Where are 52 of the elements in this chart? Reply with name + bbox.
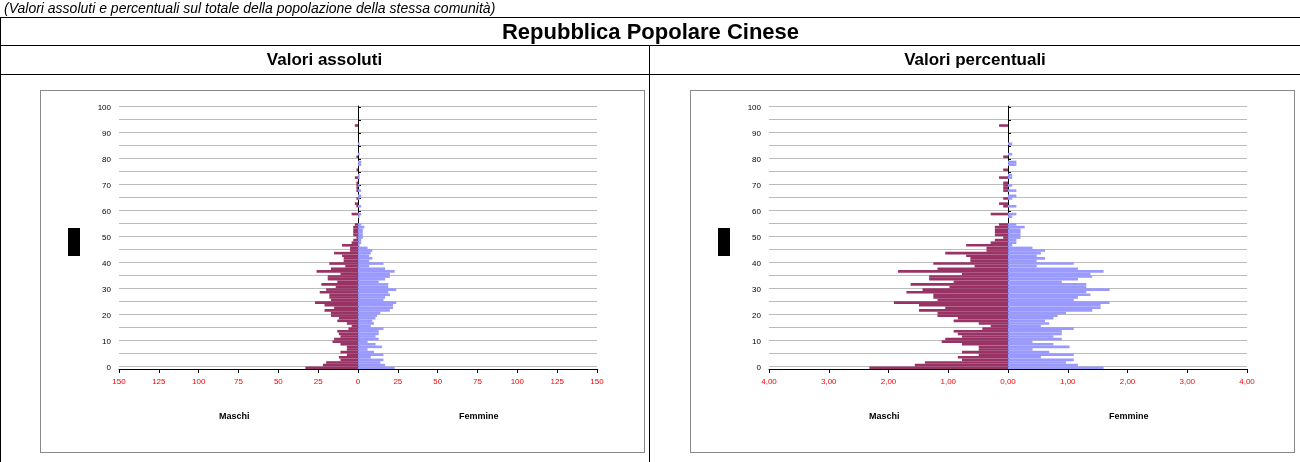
y-tick-label: 60 [102,206,112,216]
y-tick-label: 50 [102,233,112,242]
x-tick-label: 100 [510,376,525,386]
y-tick-label: 0 [756,363,762,373]
text: Maschi [219,410,250,421]
y-tick-label: 30 [102,285,112,295]
text: Maschi [869,410,900,421]
chart-title: Valori percentuali [650,46,1300,75]
y-tick-label: 80 [102,154,112,164]
x-tick-label: 50 [433,376,443,386]
x-tick-label: 125 [550,376,565,386]
y-tick-label: 30 [752,285,762,295]
y-tick-label: 40 [102,259,112,269]
y-tick-label: 70 [102,180,112,190]
y-tick-label: 70 [752,180,762,190]
chart-title: Valori assoluti [0,46,649,75]
y-tick-label: 10 [752,337,762,347]
text: (Valori assoluti e percentuali sul totale della popolazione della stessa comunità) [4,0,496,16]
x-tick-label: 75 [234,376,244,386]
y-tick-label: 80 [752,154,762,164]
y-tick-label: 60 [752,206,762,216]
y-tick-label: 50 [752,233,762,242]
x-tick-label: 25 [313,376,324,386]
y-tick-label: 20 [102,311,112,321]
y-tick-label: 90 [102,128,112,138]
y-tick-label: 100 [97,102,112,112]
x-tick-label: 100 [191,376,206,386]
x-tick-label: 2,00 [880,376,897,386]
x-tick-label: 25 [393,376,403,386]
x-tick-label: 4,00 [1239,376,1256,386]
y-tick-label: 100 [747,102,762,112]
x-tick-label: 125 [152,376,167,386]
x-tick-label: 0 [355,376,361,386]
x-tick-label: 1,00 [1059,376,1077,386]
y-tick-label: 40 [752,259,762,269]
y-tick-label: 10 [102,337,112,347]
x-tick-label: 4,00 [761,376,778,386]
x-tick-label: 3,00 [820,376,838,386]
x-tick-label: 75 [473,376,483,386]
x-tick-label: 1,00 [940,376,957,386]
y-tick-label: 20 [752,311,762,321]
x-tick-label: 150 [590,376,605,386]
text: Femmine [459,410,499,421]
text: Repubblica Popolare Cinese [0,17,1300,46]
x-tick-label: 150 [112,376,127,386]
x-tick-label: 0,00 [1000,376,1017,386]
x-tick-label: 2,00 [1119,376,1136,386]
x-tick-label: 50 [273,376,284,386]
x-tick-label: 3,00 [1179,376,1196,386]
y-tick-label: 90 [752,128,762,138]
y-tick-label: 0 [106,363,112,373]
text: Femmine [1109,410,1149,421]
